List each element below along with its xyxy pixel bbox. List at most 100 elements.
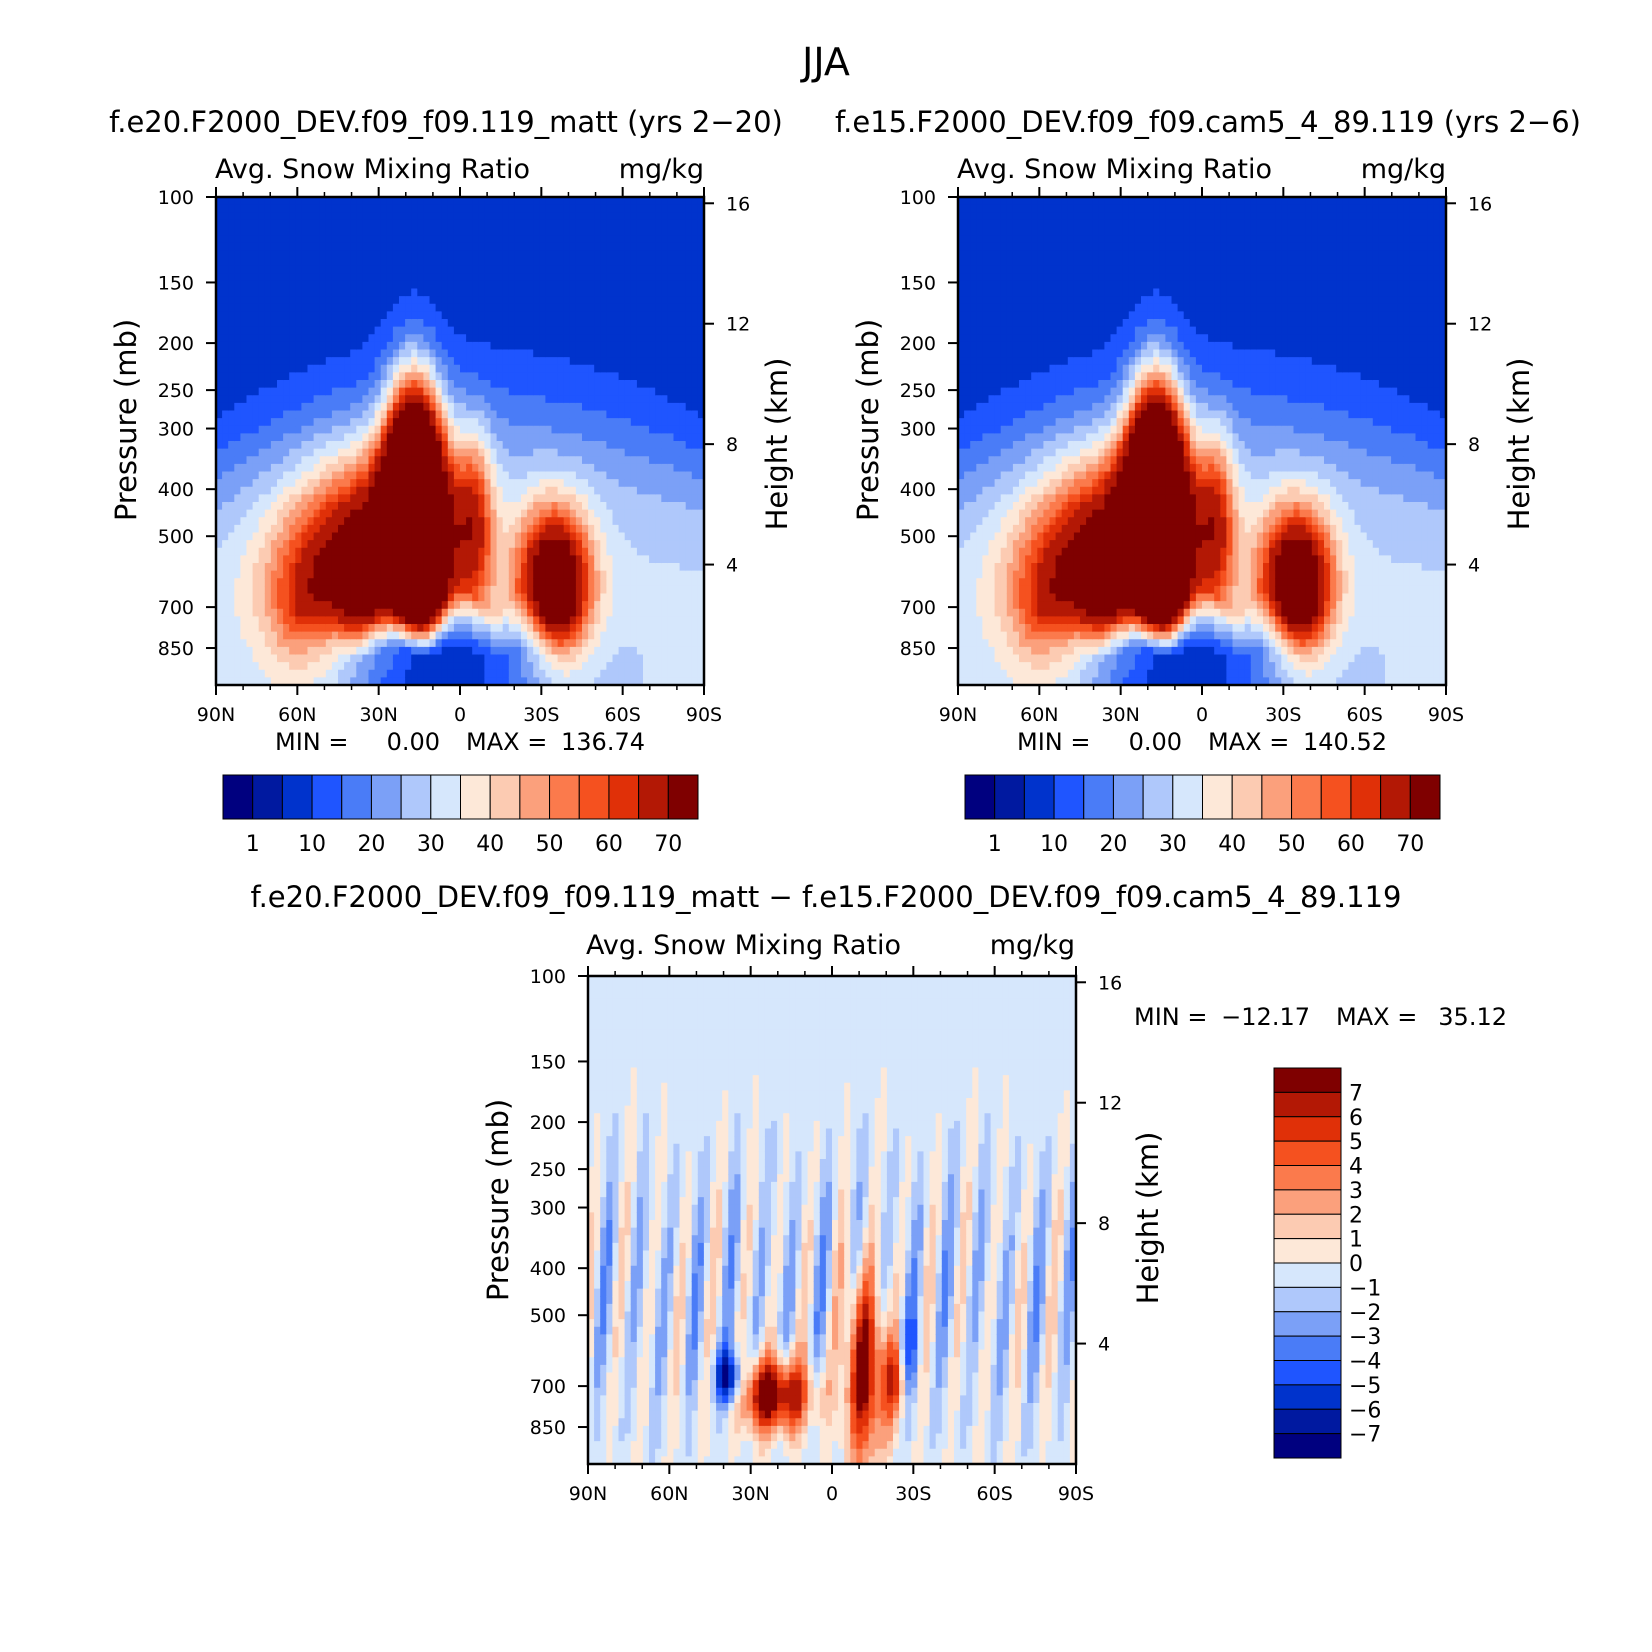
field-cell <box>228 265 235 274</box>
field-cell <box>661 387 668 396</box>
field-cell <box>545 608 553 617</box>
field-cell <box>338 624 345 633</box>
field-cell <box>649 265 656 274</box>
field-cell <box>508 334 516 343</box>
field-cell <box>502 654 510 663</box>
field-cell <box>405 418 412 427</box>
field-cell <box>661 402 668 412</box>
field-cell <box>435 646 443 656</box>
field-cell <box>478 494 485 503</box>
field-cell <box>502 616 510 625</box>
field-cell <box>453 532 461 541</box>
field-cell <box>600 479 607 488</box>
field-cell <box>283 265 290 274</box>
field-cell <box>386 646 394 656</box>
field-cell <box>478 547 485 556</box>
field-cell <box>643 387 650 396</box>
field-cell <box>234 563 241 572</box>
field-cell <box>453 303 461 312</box>
field-cell <box>643 479 650 488</box>
field-cell <box>612 280 620 290</box>
field-cell <box>569 563 577 572</box>
field-cell <box>484 334 492 343</box>
field-cell <box>441 631 449 640</box>
field-cell <box>289 311 296 320</box>
field-cell <box>429 197 437 206</box>
field-cell <box>539 471 546 480</box>
field-cell <box>368 608 376 617</box>
field-cell <box>594 654 601 663</box>
field-cell <box>423 235 431 244</box>
field-cell <box>551 624 559 633</box>
field-cell <box>368 456 376 465</box>
field-cell <box>643 585 650 595</box>
field-cell <box>630 296 638 305</box>
field-cell <box>649 448 656 457</box>
field-cell <box>569 235 577 244</box>
field-cell <box>258 524 266 534</box>
field-cell <box>216 532 223 541</box>
field-cell <box>594 662 601 671</box>
field-cell <box>661 463 668 473</box>
field-cell <box>466 631 473 640</box>
field-cell <box>466 547 473 556</box>
field-cell <box>283 646 290 656</box>
field-cell <box>447 448 455 457</box>
field-cell <box>405 448 412 457</box>
field-cell <box>612 319 620 328</box>
field-cell <box>301 654 309 663</box>
field-cell <box>490 509 498 518</box>
field-cell <box>460 433 467 442</box>
field-cell <box>673 380 681 389</box>
field-cell <box>344 486 351 495</box>
field-cell <box>557 631 565 640</box>
field-cell <box>417 585 424 595</box>
field-cell <box>478 250 485 259</box>
field-cell <box>606 677 614 686</box>
field-cell <box>649 486 656 495</box>
field-cell <box>484 410 492 419</box>
field-cell <box>435 616 443 625</box>
field-cell <box>295 410 302 419</box>
field-cell <box>405 570 412 579</box>
field-cell <box>636 387 644 396</box>
field-cell <box>228 555 235 564</box>
field-cell <box>362 219 370 229</box>
field-cell <box>429 380 437 389</box>
field-cell <box>551 204 559 213</box>
field-cell <box>563 669 571 678</box>
field-cell <box>508 616 516 625</box>
field-cell <box>417 631 424 640</box>
field-cell <box>460 441 467 450</box>
field-cell <box>399 540 406 549</box>
field-cell <box>264 669 272 678</box>
field-cell <box>502 593 510 602</box>
field-cell <box>222 502 229 511</box>
field-cell <box>466 471 473 480</box>
field-cell <box>228 258 235 267</box>
field-cell <box>350 502 357 511</box>
field-cell <box>435 235 443 244</box>
field-cell <box>319 402 327 412</box>
field-cell <box>344 601 351 610</box>
field-cell <box>496 227 504 236</box>
field-cell <box>466 364 473 373</box>
field-cell <box>667 448 675 457</box>
field-cell <box>600 410 607 419</box>
field-cell <box>649 662 656 671</box>
field-cell <box>606 646 614 656</box>
field-cell <box>557 204 565 213</box>
field-cell <box>264 326 272 335</box>
field-cell <box>411 624 418 633</box>
field-cell <box>368 273 376 282</box>
field-cell <box>649 341 656 351</box>
field-cell <box>392 463 400 473</box>
field-cell <box>295 677 302 686</box>
field-cell <box>319 578 327 587</box>
field-cell <box>283 387 290 396</box>
field-cell <box>344 258 351 267</box>
field-cell <box>514 471 522 480</box>
field-cell <box>258 448 266 457</box>
field-cell <box>411 502 418 511</box>
field-cell <box>557 624 565 633</box>
